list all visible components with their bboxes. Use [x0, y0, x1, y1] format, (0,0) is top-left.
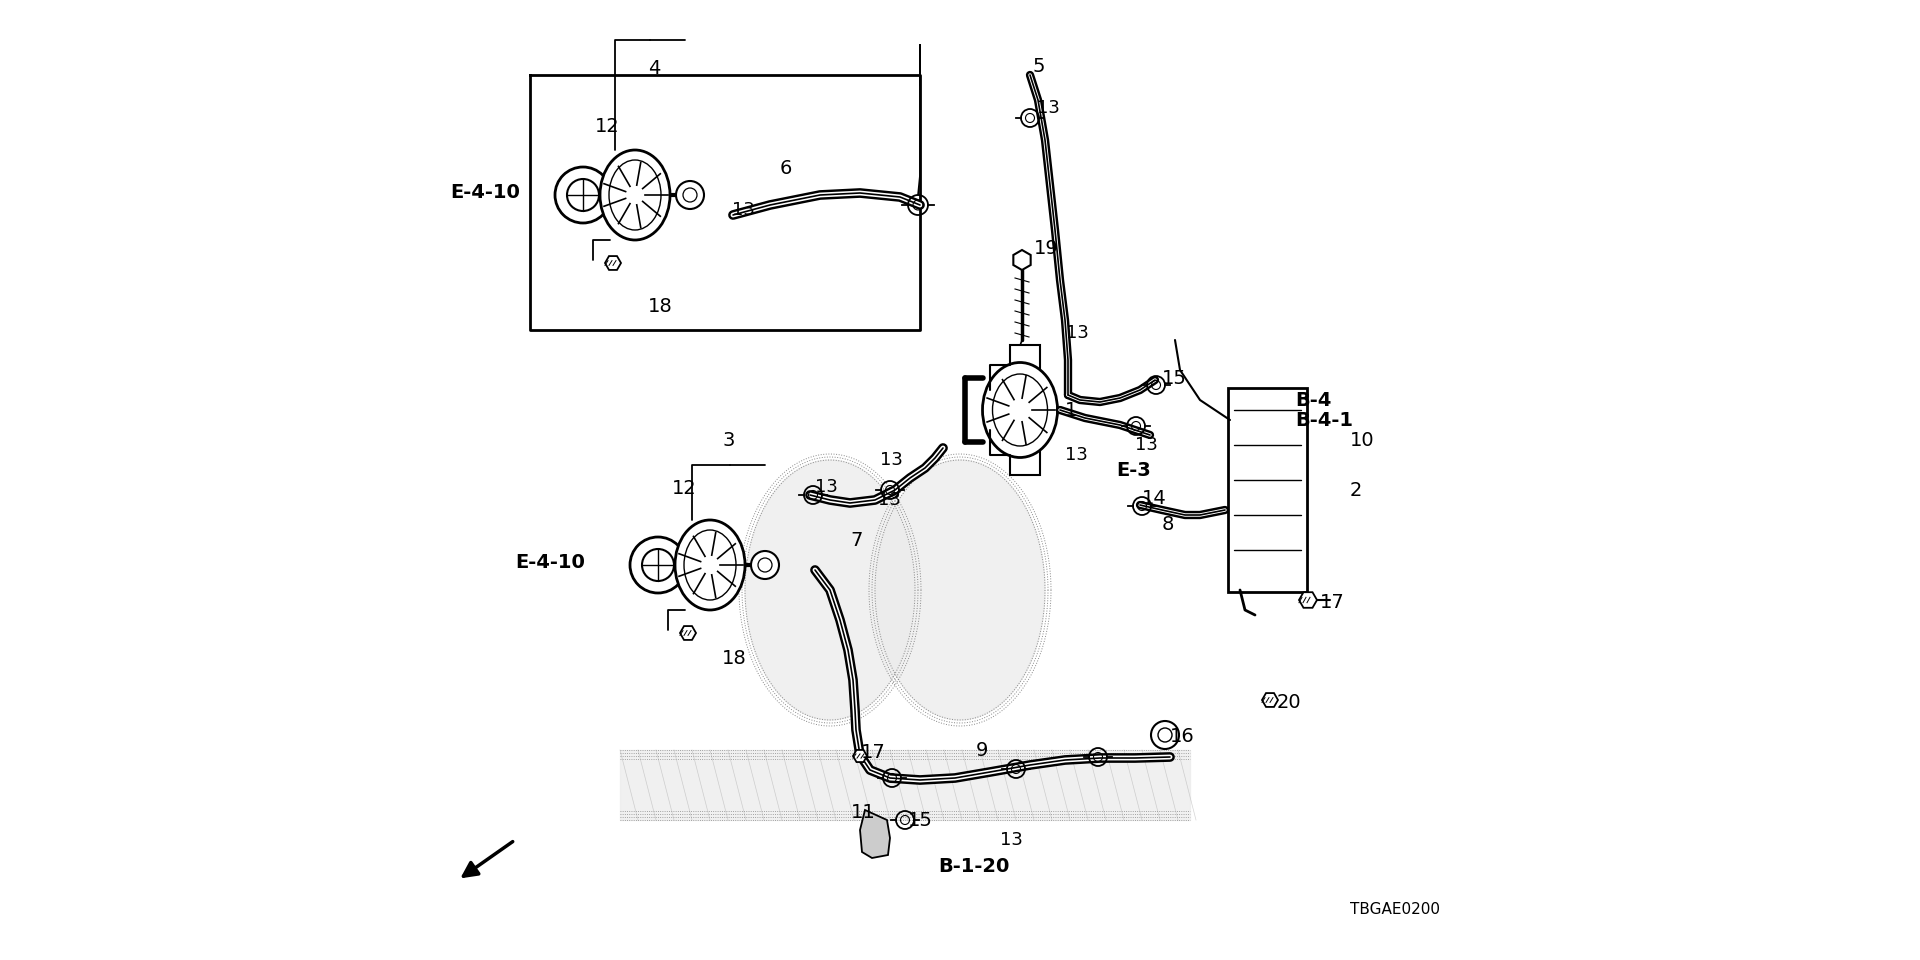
FancyBboxPatch shape — [1229, 388, 1308, 592]
Polygon shape — [620, 750, 1190, 820]
Text: 13: 13 — [1000, 831, 1023, 849]
Text: 10: 10 — [1350, 430, 1375, 449]
Text: 6: 6 — [780, 158, 793, 178]
Text: B-1-20: B-1-20 — [939, 856, 1010, 876]
Circle shape — [1150, 721, 1179, 749]
Circle shape — [630, 537, 685, 593]
Text: B-4-1: B-4-1 — [1294, 411, 1354, 429]
Text: 15: 15 — [1162, 369, 1187, 388]
Text: 13: 13 — [1066, 446, 1089, 464]
Text: 11: 11 — [851, 803, 876, 822]
Polygon shape — [852, 750, 868, 762]
Circle shape — [751, 551, 780, 579]
Text: 13: 13 — [1135, 436, 1158, 454]
Text: 18: 18 — [722, 649, 747, 667]
Circle shape — [555, 167, 611, 223]
Polygon shape — [745, 460, 916, 720]
Text: 13: 13 — [814, 478, 837, 496]
Text: 13: 13 — [879, 451, 902, 469]
Polygon shape — [1014, 250, 1031, 270]
Text: B-4: B-4 — [1294, 391, 1331, 410]
Polygon shape — [876, 460, 1044, 720]
Text: 15: 15 — [908, 810, 933, 829]
Text: 3: 3 — [724, 430, 735, 449]
Text: 7: 7 — [851, 531, 862, 549]
Text: 1: 1 — [1066, 400, 1077, 420]
Polygon shape — [680, 626, 695, 640]
Polygon shape — [1261, 693, 1279, 707]
Text: 8: 8 — [1162, 516, 1175, 535]
Circle shape — [566, 179, 599, 211]
Ellipse shape — [983, 363, 1058, 458]
Polygon shape — [605, 256, 620, 270]
Text: 5: 5 — [1033, 58, 1044, 77]
Polygon shape — [1010, 345, 1041, 475]
Circle shape — [641, 549, 674, 581]
Text: 17: 17 — [860, 742, 885, 761]
Text: E-4-10: E-4-10 — [515, 554, 586, 572]
Text: E-4-10: E-4-10 — [449, 183, 520, 203]
Text: 9: 9 — [975, 740, 989, 759]
Text: TBGAE0200: TBGAE0200 — [1350, 902, 1440, 918]
Text: 13: 13 — [877, 491, 900, 509]
Text: E-3: E-3 — [1116, 461, 1150, 479]
Ellipse shape — [599, 150, 670, 240]
Text: 13: 13 — [1066, 324, 1089, 342]
Text: 13: 13 — [732, 201, 755, 219]
Text: 13: 13 — [1037, 99, 1060, 117]
Text: 19: 19 — [1035, 238, 1058, 257]
Ellipse shape — [676, 520, 745, 610]
Polygon shape — [860, 810, 891, 858]
Text: 12: 12 — [595, 116, 620, 135]
Text: 2: 2 — [1350, 481, 1363, 499]
Circle shape — [676, 181, 705, 209]
Text: 20: 20 — [1277, 692, 1302, 711]
Text: 12: 12 — [672, 478, 697, 497]
Text: 4: 4 — [649, 59, 660, 78]
Text: 18: 18 — [649, 297, 672, 316]
Text: 14: 14 — [1142, 490, 1167, 509]
Polygon shape — [1300, 592, 1317, 608]
Text: 17: 17 — [1321, 592, 1344, 612]
Text: 16: 16 — [1169, 727, 1194, 746]
